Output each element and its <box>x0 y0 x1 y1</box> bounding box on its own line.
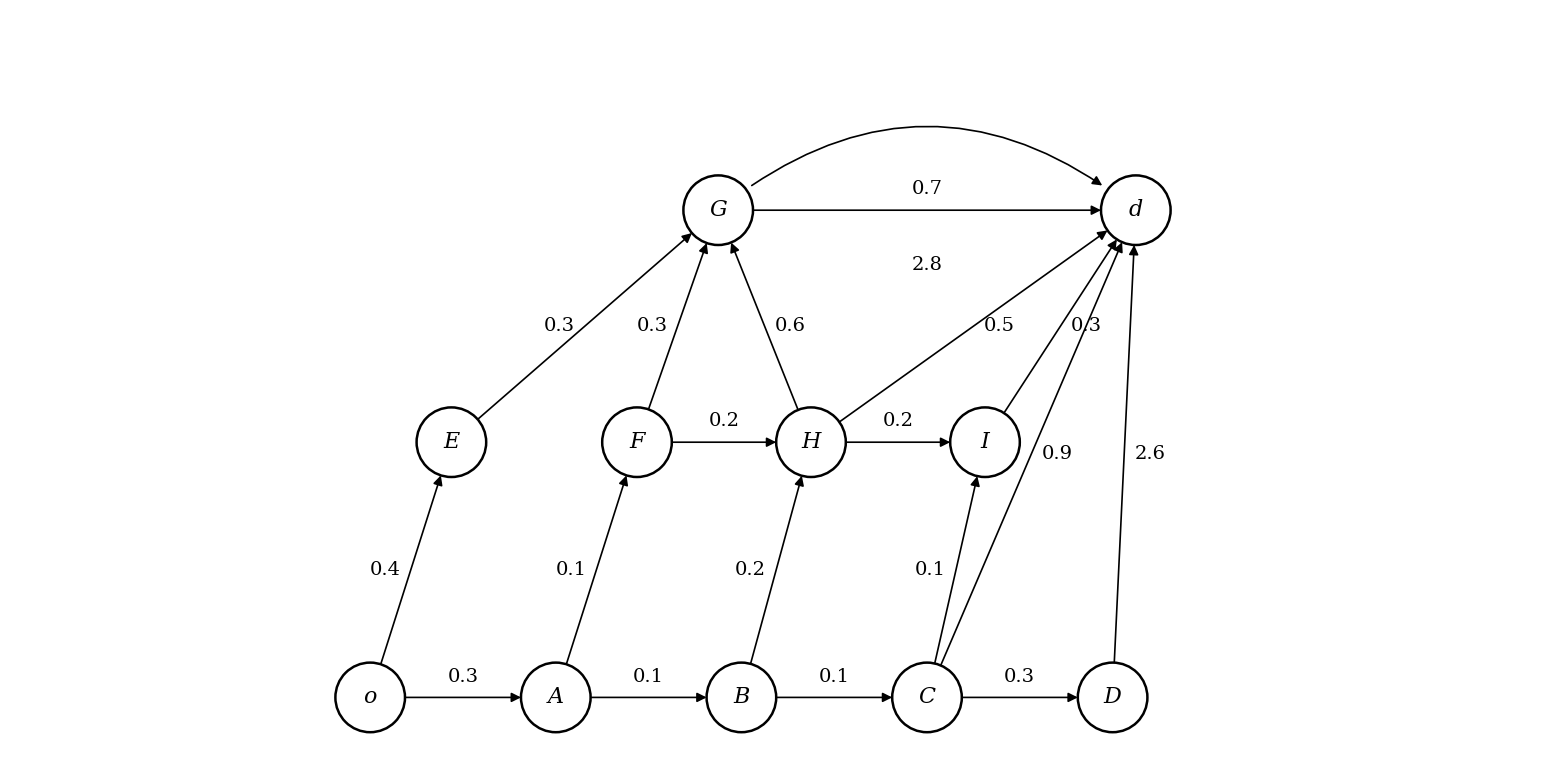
Text: 0.2: 0.2 <box>708 413 740 431</box>
Text: 0.1: 0.1 <box>555 561 586 579</box>
Text: 0.3: 0.3 <box>1070 317 1101 335</box>
Text: 0.1: 0.1 <box>915 561 946 579</box>
Text: D: D <box>1104 686 1121 708</box>
Text: o: o <box>363 686 377 708</box>
Circle shape <box>335 662 405 732</box>
Text: 0.3: 0.3 <box>447 668 479 686</box>
Text: I: I <box>981 431 990 453</box>
Circle shape <box>683 176 752 245</box>
Circle shape <box>951 407 1020 477</box>
Text: B: B <box>734 686 749 708</box>
Text: 0.6: 0.6 <box>774 317 805 335</box>
Text: 0.2: 0.2 <box>735 561 766 579</box>
Text: 0.1: 0.1 <box>633 668 665 686</box>
Circle shape <box>602 407 673 477</box>
Circle shape <box>1078 662 1148 732</box>
Circle shape <box>707 662 776 732</box>
FancyArrowPatch shape <box>752 126 1101 186</box>
Circle shape <box>776 407 846 477</box>
Text: 0.4: 0.4 <box>369 561 400 579</box>
Text: C: C <box>918 686 935 708</box>
Circle shape <box>1101 176 1170 245</box>
Circle shape <box>891 662 962 732</box>
Text: 0.3: 0.3 <box>544 317 576 335</box>
Text: 0.5: 0.5 <box>984 317 1015 335</box>
Text: H: H <box>801 431 821 453</box>
Text: 0.3: 0.3 <box>637 317 668 335</box>
Text: 0.2: 0.2 <box>882 413 913 431</box>
Text: E: E <box>443 431 460 453</box>
Text: 2.8: 2.8 <box>912 256 943 274</box>
Text: A: A <box>547 686 565 708</box>
Text: 0.9: 0.9 <box>1042 445 1073 463</box>
Text: 0.3: 0.3 <box>1004 668 1035 686</box>
Text: 2.6: 2.6 <box>1134 445 1165 463</box>
Text: 0.7: 0.7 <box>912 180 943 198</box>
Text: 0.1: 0.1 <box>818 668 849 686</box>
Circle shape <box>521 662 591 732</box>
Text: d: d <box>1129 199 1143 222</box>
Circle shape <box>416 407 486 477</box>
Text: F: F <box>629 431 644 453</box>
Text: G: G <box>710 199 727 222</box>
